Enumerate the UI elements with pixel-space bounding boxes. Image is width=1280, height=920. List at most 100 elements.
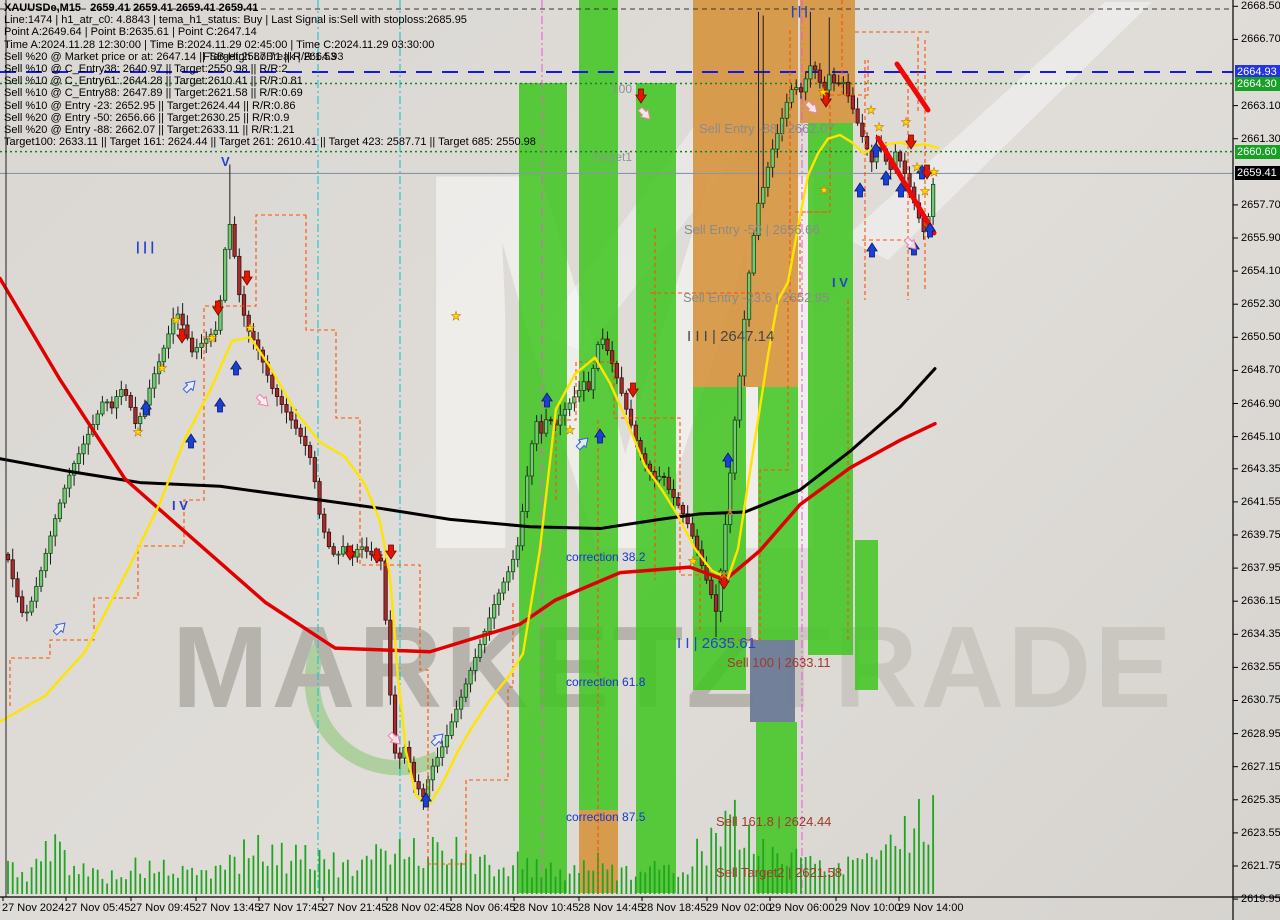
annotation-label: Target1 [592, 150, 633, 164]
candle-body [728, 472, 733, 525]
star-icon: ★ [874, 120, 885, 134]
buy-arrow-icon [854, 182, 866, 198]
candle-body [482, 630, 487, 645]
candle-body [600, 338, 605, 346]
candle-body [388, 619, 393, 696]
candle-body [326, 531, 332, 548]
sell-arrow-icon [212, 300, 224, 316]
candle-body [34, 585, 39, 602]
candle-body [189, 337, 195, 353]
candle-body [322, 513, 327, 533]
candle-body [756, 202, 761, 236]
candle-body [605, 338, 610, 352]
header-line: Sell %20 @ Market price or at: 2647.14 |… [4, 50, 337, 63]
candle-body [86, 433, 91, 445]
candle-body [100, 401, 105, 415]
candle-body [610, 350, 615, 364]
candle-body [175, 313, 181, 320]
star-icon: ★ [171, 313, 182, 327]
star-icon: ★ [929, 165, 940, 179]
candle-body [171, 318, 176, 335]
candle-body [902, 160, 907, 174]
sell-arrow-icon [905, 134, 917, 150]
candle-body [15, 578, 20, 598]
candle-body [208, 334, 214, 340]
candle-body [614, 363, 619, 379]
star-icon: ★ [920, 184, 931, 198]
candle-body [808, 65, 813, 80]
candle-body [341, 546, 346, 555]
hollow-down-arrow-icon [255, 393, 269, 407]
candle-body [836, 82, 841, 85]
candle-body [751, 235, 756, 274]
buy-arrow-icon [420, 792, 432, 808]
candle-body [477, 643, 483, 658]
candle-body [737, 375, 742, 421]
candle-body [71, 463, 77, 476]
header-line: Sell %10 @ C_Entry38: 2640.97 || Target:… [4, 63, 288, 75]
candle-body [383, 560, 388, 621]
candle-body [525, 475, 530, 512]
annotation-label: Sell 100 | 2633.11 [727, 655, 831, 670]
buy-arrow-icon [594, 428, 606, 444]
hollow-up-arrow-icon [575, 437, 589, 451]
star-icon: ★ [451, 309, 462, 323]
candle-body [850, 95, 855, 110]
header-line: Sell %20 @ Entry -88: 2662.07 || Target:… [4, 124, 295, 136]
x-mark-icon [720, 571, 728, 579]
candle-body [841, 81, 846, 84]
candle-body [416, 781, 421, 790]
candle-body [138, 416, 143, 425]
red-ma-line [0, 276, 937, 654]
candle-body [822, 81, 827, 91]
candle-body [784, 101, 789, 119]
candle-body [454, 708, 459, 723]
candle-body [709, 579, 714, 596]
candle-body [779, 117, 785, 134]
candle-body [685, 513, 690, 525]
candle-body [765, 166, 771, 188]
candle-body [62, 487, 67, 504]
candle-body [293, 419, 299, 429]
annotation-label: I I | 2635.61 [677, 635, 756, 652]
candle-body [624, 392, 629, 410]
star-icon: ★ [912, 160, 923, 174]
header-line: Sell %10 @ Entry -23: 2652.95 || Target:… [4, 99, 296, 112]
candle-body [213, 329, 218, 335]
candle-body [29, 600, 34, 613]
header-line: Sell %20 @ Entry -50: 2656.66 || Target:… [4, 111, 290, 124]
candle-body [577, 390, 582, 398]
buy-arrow-icon [866, 242, 878, 258]
candle-body [680, 504, 686, 515]
candle-body [690, 523, 695, 537]
candle-body [307, 445, 313, 458]
candle-body [723, 524, 728, 572]
candle-body [180, 313, 185, 326]
hollow-up-arrow-icon [430, 733, 444, 747]
hollow-down-arrow-icon [387, 731, 401, 745]
annotation-label: Sell Target2 | 2621.58 [716, 865, 843, 880]
buy-arrow-icon [541, 392, 553, 408]
candle-body [331, 546, 336, 555]
sell-arrow-icon [635, 88, 647, 104]
buy-arrow-icon [924, 222, 936, 238]
hollow-down-arrow-icon [903, 236, 917, 250]
candle-body [156, 361, 162, 375]
header-line: Target100: 2633.11 || Target 161: 2624.4… [4, 136, 536, 149]
candle-body [803, 78, 808, 93]
candle-body [449, 721, 454, 736]
buy-arrow-icon [214, 397, 226, 413]
annotation-label: 100 [612, 82, 633, 96]
candle-body [185, 324, 190, 339]
candle-body [48, 535, 53, 554]
buy-arrow-icon [140, 400, 152, 416]
candle-body [496, 592, 501, 605]
candle-body [459, 696, 464, 710]
candle-body [666, 476, 671, 490]
buy-arrow-icon [895, 182, 907, 198]
hollow-down-arrow-icon [637, 106, 651, 120]
buy-arrow-icon [870, 142, 882, 158]
